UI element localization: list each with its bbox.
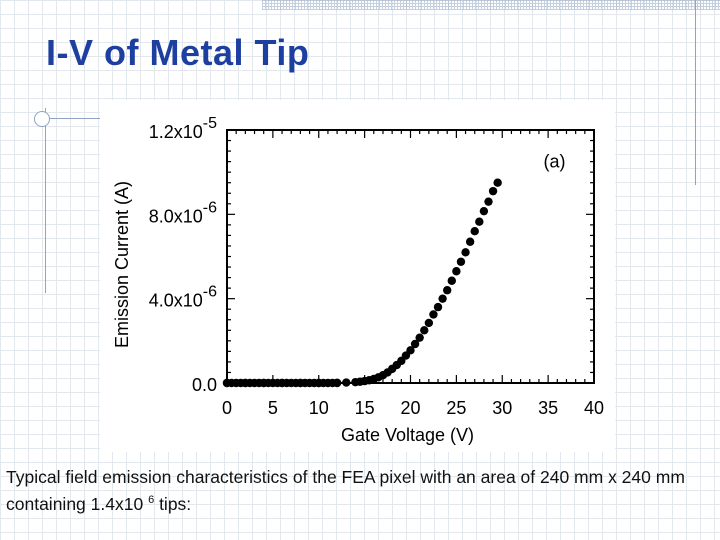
data-point [456,257,466,266]
data-point [461,248,470,257]
data-point [406,346,415,355]
y-axis-label: Emission Current (A) [112,181,132,348]
chart-panel [100,100,615,452]
data-point [332,378,342,388]
data-point [470,227,479,236]
data-point [447,276,456,285]
y-tick-label: 4.0x10-6 [149,284,217,311]
data-point [452,267,461,276]
data-point [443,286,452,295]
x-tick-label: 30 [492,398,512,418]
x-tick-label: 5 [268,398,278,418]
x-tick-label: 40 [584,398,604,418]
y-tick-label: 0.0 [192,375,217,395]
data-point [465,237,475,246]
data-point [429,310,438,319]
data-point [484,197,493,206]
data-point [433,302,443,312]
data-point [410,339,420,349]
y-tick-label: 8.0x10-6 [149,199,217,226]
x-tick-label: 0 [222,398,232,418]
caption-text: Typical field emission characteristics o… [6,467,685,514]
x-tick-label: 25 [446,398,466,418]
data-point [438,294,447,303]
iv-scatter-chart: 0 5 10 15 20 25 30 35 40 0.0 4.0x10-6 8.0x10-6 1.2x1… [112,115,604,445]
decorative-vertical-line [45,108,46,293]
data-point [420,326,429,335]
chart-annotation: (a) [544,152,566,172]
data-point [424,318,434,328]
top-decorative-stripe [262,0,720,10]
x-tick-label: 15 [355,398,375,418]
caption-text-end: tips: [154,493,192,514]
caption-exponent: 6 [148,494,155,506]
y-tick-label: 1.2x10-5 [149,115,217,142]
decorative-horizontal-line [36,118,124,119]
x-axis-label: Gate Voltage (V) [341,425,474,445]
data-point [488,186,498,196]
right-decorative-line [695,0,696,185]
plot-frame [226,129,595,384]
x-tick-label: 20 [400,398,420,418]
x-tick-label: 35 [538,398,558,418]
data-point [493,178,502,187]
data-point [415,333,424,342]
data-point [475,217,484,226]
slide-caption: Typical field emission characteristics o… [6,466,714,516]
slide-title: I-V of Metal Tip [46,32,310,73]
x-tick-label: 10 [309,398,329,418]
data-point [479,206,489,216]
decorative-circle-icon [34,111,50,127]
data-point [342,378,351,387]
